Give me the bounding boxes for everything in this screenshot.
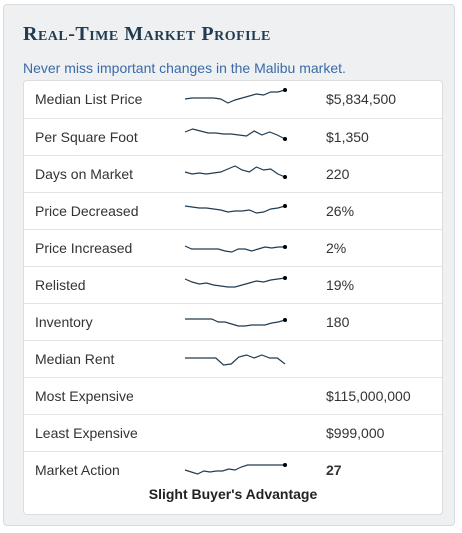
metric-value: 26% [326,203,355,219]
sparkline-chart [184,88,287,104]
sparkline-path [184,464,285,475]
metric-row-median-list-price: Median List Price $5,834,500 [24,81,442,118]
metric-label: Per Square Foot [35,129,138,145]
metric-value: 180 [326,314,350,330]
sparkline-endpoint-dot [283,318,287,322]
metric-label: Median List Price [35,91,143,107]
metric-row-relisted: Relisted 19% [24,266,442,303]
metric-row-per-square-foot: Per Square Foot $1,350 [24,118,442,155]
metric-value: 19% [326,277,355,293]
metrics-table: Median List Price $5,834,500 Per Square … [23,80,443,515]
metric-row-least-expensive: Least Expensive $999,000 [24,414,442,451]
metric-value: $5,834,500 [326,91,397,107]
metric-label: Market Action [35,462,120,478]
market-profile-panel: Real-Time Market Profile Never miss impo… [3,4,455,526]
metric-value: $999,000 [326,425,385,441]
sparkline-chart [184,128,287,141]
metric-label: Relisted [35,277,86,293]
sparkline-endpoint-dot [283,204,287,208]
metric-label: Days on Market [35,166,134,182]
sparkline-chart [184,204,287,214]
metric-value: 27 [326,462,342,478]
metric-label: Price Decreased [35,203,139,219]
metric-value: 220 [326,166,350,182]
sparkline-chart [184,165,287,179]
sparkline-path [184,89,286,104]
sparkline-path [184,205,286,214]
metric-label: Most Expensive [35,388,134,404]
metric-label: Least Expensive [35,425,138,441]
sparkline-endpoint-dot [283,245,287,249]
sparkline-chart [185,318,287,327]
metric-row-inventory: Inventory 180 [24,303,442,340]
sparkline-path [185,318,286,327]
sparkline-path [185,354,286,366]
metric-row-most-expensive: Most Expensive $115,000,000 [24,377,442,414]
sparkline-path [184,245,285,253]
metric-label: Inventory [35,314,93,330]
sparkline-endpoint-dot [283,175,287,179]
metric-label: Price Increased [35,240,133,256]
metric-row-days-on-market: Days on Market 220 [24,155,442,192]
sparkline-chart [184,245,287,253]
sparkline-chart [185,354,286,366]
metric-label: Median Rent [35,351,115,367]
metric-value: 2% [326,240,347,256]
metric-row-price-increased: Price Increased 2% [24,229,442,266]
sparkline-chart [184,276,287,288]
metric-row-median-rent: Median Rent [24,340,442,377]
panel-title: Real-Time Market Profile [23,23,271,45]
sparkline-endpoint-dot [283,137,287,141]
sparkline-path [184,277,286,288]
metric-row-price-decreased: Price Decreased 26% [24,192,442,229]
sparkline-endpoint-dot [283,276,287,280]
sparkline-path [184,165,286,178]
metric-value: $1,350 [326,129,369,145]
sparkline-endpoint-dot [283,463,287,467]
metric-value: $115,000,000 [326,388,411,404]
panel-subtitle: Never miss important changes in the Mali… [23,60,346,76]
market-verdict: Slight Buyer's Advantage [148,486,318,502]
sparkline-chart [184,463,287,475]
metric-row-market-action: Market Action 27 [24,451,442,488]
sparkline-endpoint-dot [283,88,287,92]
sparkline-path [184,128,286,140]
